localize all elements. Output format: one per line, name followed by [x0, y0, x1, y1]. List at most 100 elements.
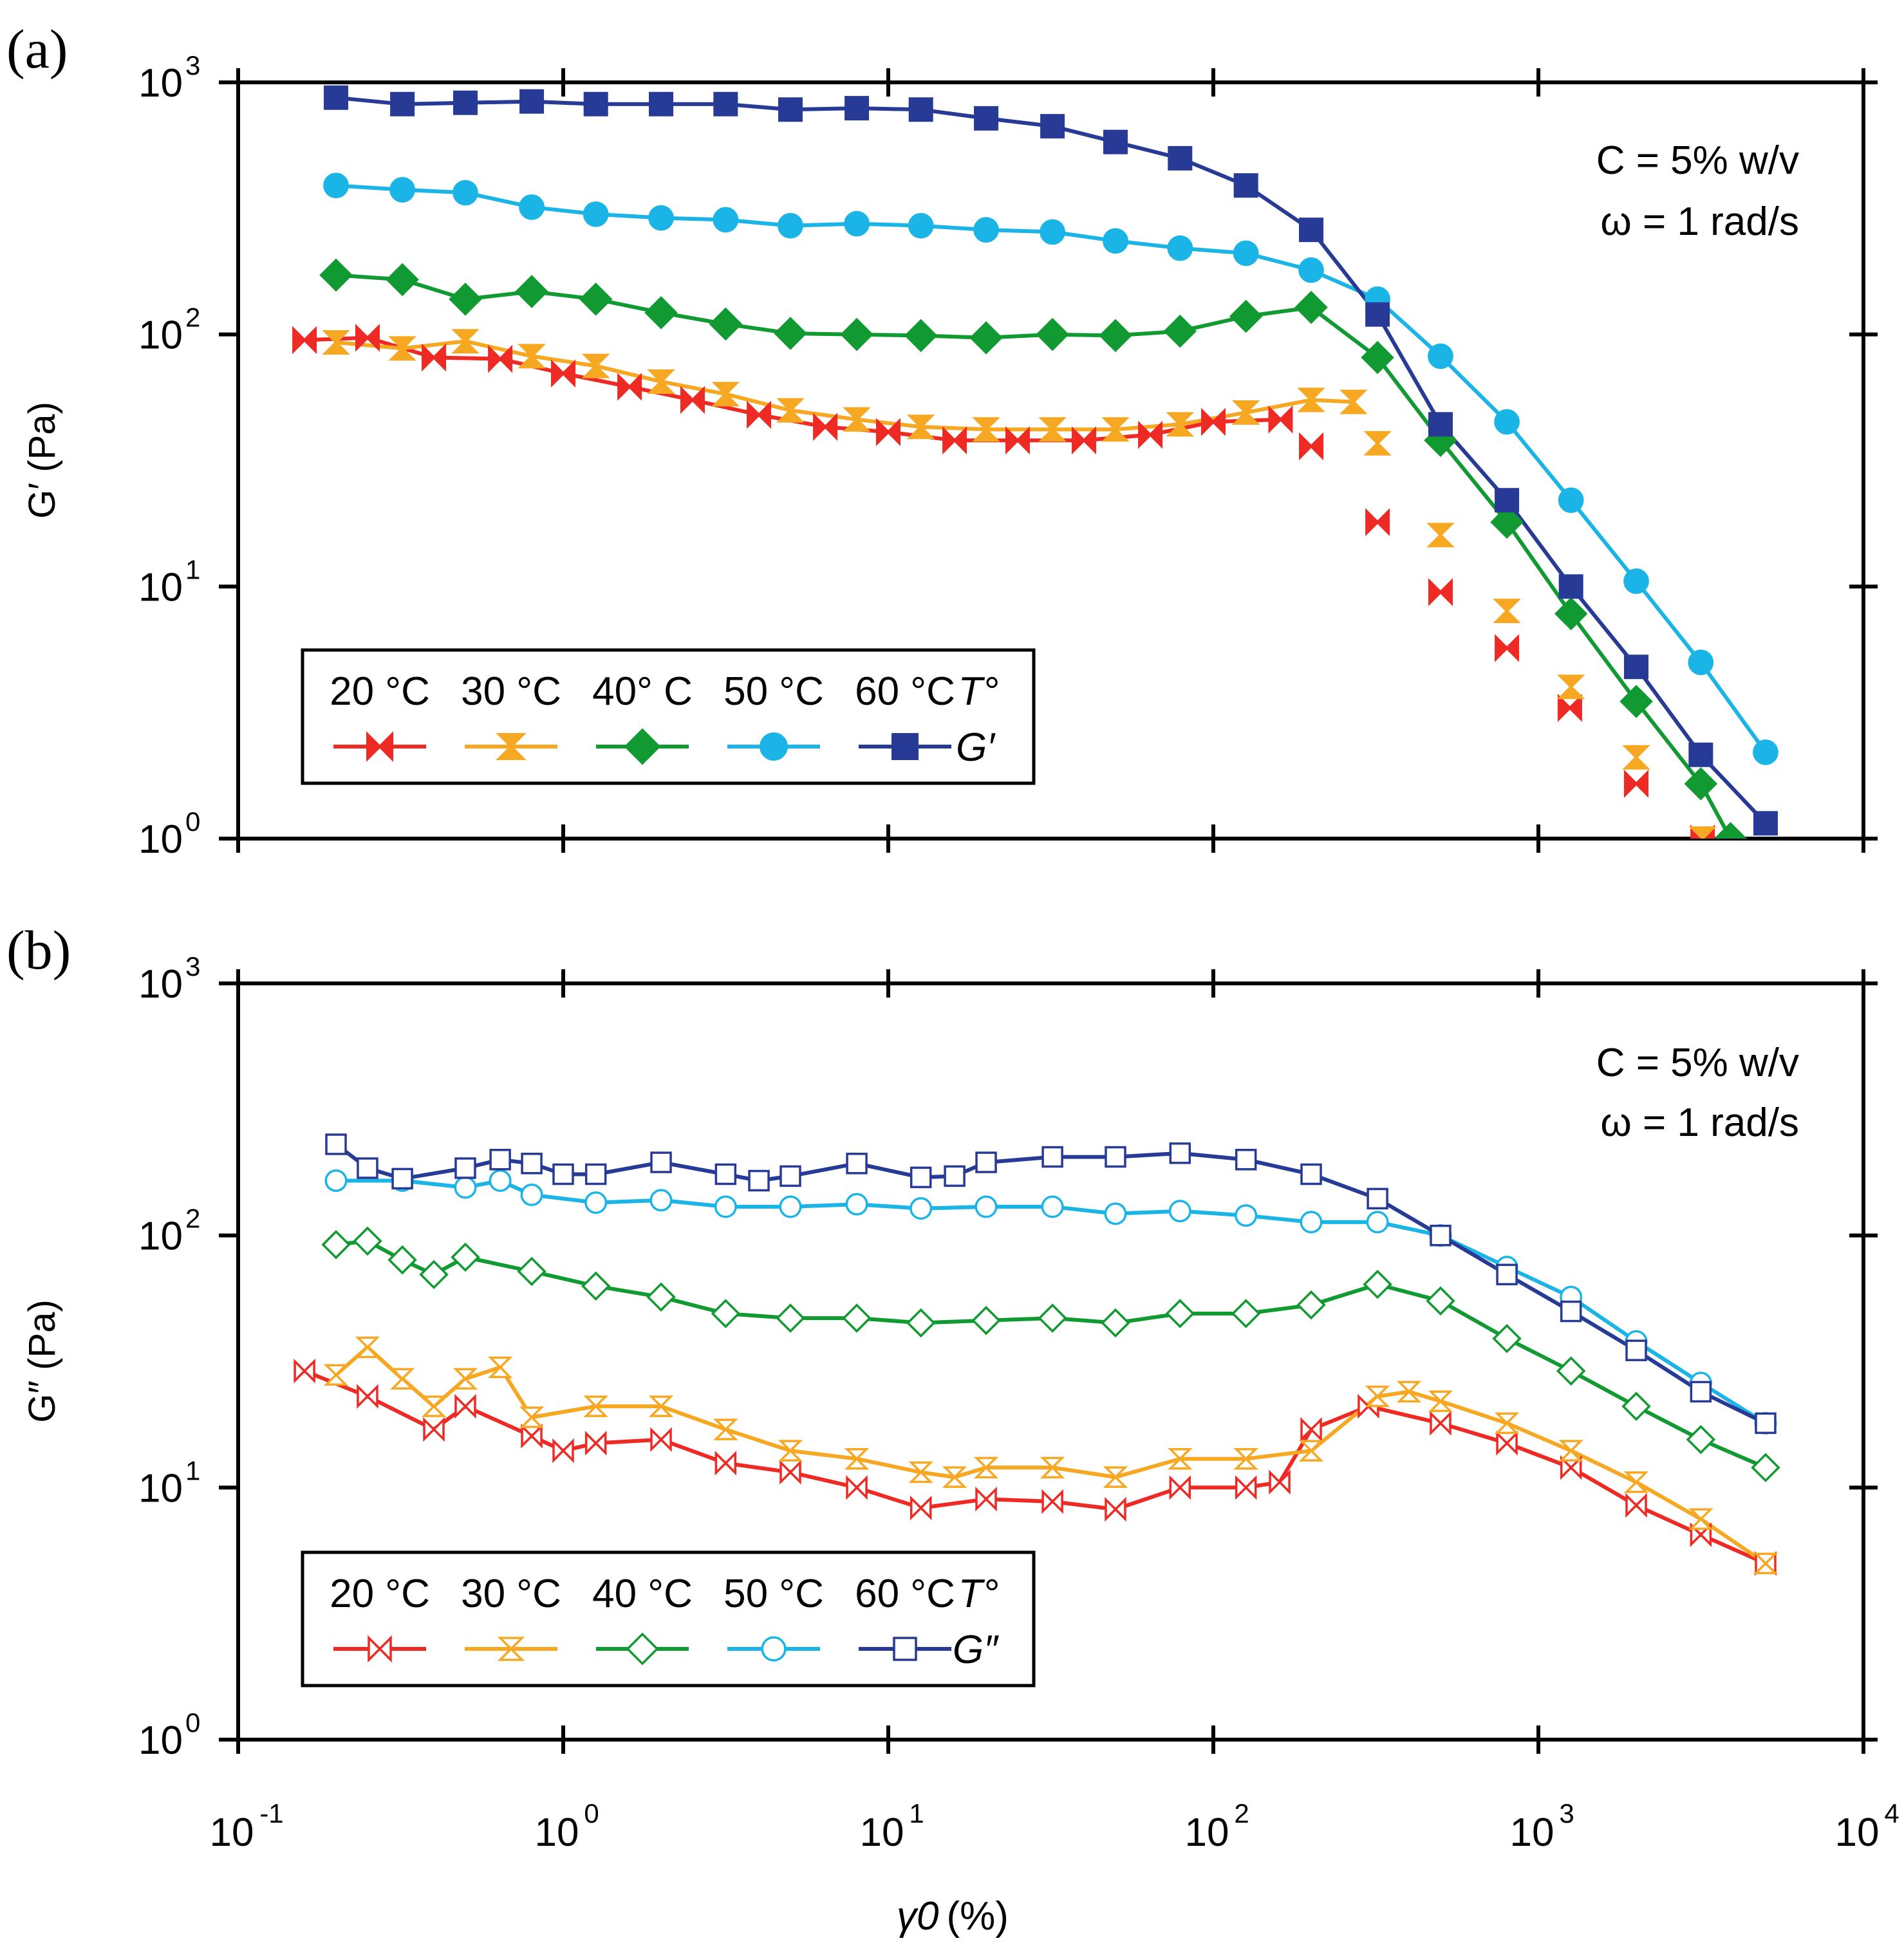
panel-a-legend-marker-3	[760, 732, 788, 761]
panel-b-legend-header-1: 30 °C	[461, 1572, 561, 1616]
panel-b-label: (b)	[6, 919, 71, 981]
panel-a-legend-header-5: T°	[958, 669, 999, 714]
panel-b-marker-1-21	[1396, 1381, 1422, 1403]
panel-b-y-tick-label-exp-3: 3	[185, 951, 200, 981]
panel-b-marker-3-7	[714, 1195, 737, 1218]
panel-b-marker-4-7	[584, 1163, 607, 1185]
panel-b-marker-2-5	[517, 1256, 546, 1287]
panel-b-legend-header-2: 40 °C	[592, 1572, 693, 1616]
x-tick-label-exp-1: 0	[584, 1798, 599, 1828]
panel-a-marker-2-5	[644, 296, 678, 330]
panel-b-marker-2-1	[353, 1226, 382, 1256]
panel-a-y-tick-label-2: 10	[138, 313, 183, 358]
x-tick-label-4: 10	[1510, 1810, 1554, 1855]
panel-a-marker-0-15	[1268, 405, 1293, 434]
panel-a-marker-3-10	[973, 217, 999, 243]
panel-b-annotation-line1: C = 5% w/v	[1596, 1041, 1799, 1085]
panel-a-marker-2-14	[1229, 299, 1263, 333]
panel-a-legend-marker-2	[624, 728, 661, 765]
panel-a-marker-0-5	[617, 373, 642, 401]
panel-b-marker-1-18	[1233, 1447, 1258, 1470]
panel-b-marker-0-7	[650, 1427, 672, 1453]
panel-a-marker-4-22	[1753, 811, 1778, 836]
panel-b-marker-0-15	[1169, 1475, 1191, 1500]
panel-a-marker-3-18	[1494, 409, 1520, 435]
panel-a-legend-quantity: G′	[956, 725, 996, 770]
panel-a-marker-1-5	[647, 369, 675, 394]
panel-a-frame	[236, 80, 1865, 841]
x-tick-label-1: 10	[535, 1810, 579, 1855]
panel-a-marker-2-1	[386, 263, 419, 297]
panel-a-marker-4-20	[1624, 655, 1649, 680]
panel-b-marker-2-6	[581, 1271, 611, 1301]
panel-a-marker-2-0	[319, 258, 353, 292]
panel-b-marker-1-16	[1103, 1466, 1128, 1488]
panel-b-marker-3-5	[584, 1191, 608, 1214]
panel-a-marker-2-11	[1036, 317, 1069, 351]
panel-b-marker-1-26	[1688, 1508, 1713, 1530]
panel-b: (b) 10 -1 10 0 10 1 10 2 10 3 10 410 010 110 210 3 C = …	[6, 919, 1899, 1938]
panel-a-marker-3-15	[1298, 257, 1324, 283]
panel-b-marker-3-6	[649, 1189, 673, 1212]
panel-a-legend-marker-4	[891, 733, 919, 760]
panel-b-marker-0-11	[910, 1495, 932, 1521]
panel-a-marker-2-7	[774, 317, 807, 350]
panel-a-marker-1-4	[581, 353, 610, 378]
panel-a-marker-2-12	[1099, 319, 1132, 353]
panel-b-marker-3-12	[1041, 1195, 1064, 1218]
panel-b-marker-3-10	[910, 1197, 933, 1220]
panel-b-y-tick-label-3: 10	[138, 962, 183, 1007]
panel-b-marker-4-27	[1755, 1412, 1777, 1435]
panel-b-marker-4-16	[1041, 1146, 1063, 1168]
panel-b-marker-0-2	[423, 1417, 445, 1442]
panel-b-marker-1-11	[844, 1447, 870, 1470]
panel-b-marker-3-0	[324, 1169, 348, 1192]
panel-b-marker-3-3	[489, 1169, 512, 1192]
panel-a-marker-1-21	[1622, 745, 1650, 770]
panel-b-marker-2-16	[1231, 1299, 1261, 1328]
panel-b-marker-4-9	[714, 1163, 737, 1185]
panel-a-marker-0-1	[355, 324, 380, 352]
panel-a-marker-1-19	[1493, 599, 1521, 624]
panel-a-marker-0-4	[551, 359, 575, 388]
panel-a-marker-2-22	[1713, 822, 1748, 839]
panel-b-marker-0-8	[714, 1451, 737, 1476]
panel-b-marker-1-13	[942, 1466, 967, 1488]
x-tick-label-exp-2: 1	[909, 1798, 924, 1828]
panel-a-marker-2-19	[1554, 597, 1588, 631]
panel-b-marker-4-13	[910, 1166, 932, 1189]
panel-a-marker-0-21	[1624, 769, 1649, 798]
x-tick-label-3: 10	[1185, 1810, 1229, 1855]
panel-a-marker-4-14	[1233, 173, 1258, 198]
panel-a-marker-1-16	[1339, 389, 1368, 414]
panel-b-marker-1-3	[421, 1395, 447, 1417]
panel-b-y-tick-label-1: 10	[138, 1466, 183, 1511]
panel-a-legend-box	[301, 648, 1036, 785]
panel-b-marker-4-14	[944, 1165, 966, 1187]
panel-b-frame	[236, 981, 1865, 1742]
panel-b-marker-1-8	[648, 1395, 674, 1417]
panel-b-marker-2-8	[711, 1299, 741, 1328]
panel-a-marker-3-3	[519, 194, 545, 220]
panel-b-marker-2-4	[451, 1242, 480, 1272]
panel-a-marker-2-10	[969, 321, 1003, 355]
panel-a-legend-marker-1	[496, 733, 527, 760]
panel-b-marker-4-1	[357, 1157, 378, 1179]
panel-b-marker-4-17	[1105, 1146, 1126, 1168]
panel-a-y-tick-label-0: 10	[138, 817, 183, 862]
panel-b-marker-0-13	[1041, 1489, 1063, 1514]
panel-b-legend-header-5: T°	[958, 1572, 999, 1616]
panel-a-marker-4-13	[1168, 145, 1193, 171]
panel-a-marker-2-16	[1361, 340, 1394, 375]
panel-b-marker-1-15	[1040, 1456, 1065, 1479]
panel-b-annotation-line2: ω = 1 rad/s	[1600, 1101, 1799, 1145]
panel-b-lines	[303, 1142, 1767, 1565]
panel-a-marker-1-22	[1688, 826, 1717, 839]
panel-a-marker-1-1	[388, 336, 416, 361]
panel-a-label: (a)	[6, 18, 68, 80]
panel-a-marker-1-8	[843, 407, 871, 432]
panel-a-marker-3-21	[1688, 649, 1714, 676]
panel-b-y-tick-label-2: 10	[138, 1214, 183, 1259]
panel-b-marker-2-23	[1686, 1425, 1716, 1455]
